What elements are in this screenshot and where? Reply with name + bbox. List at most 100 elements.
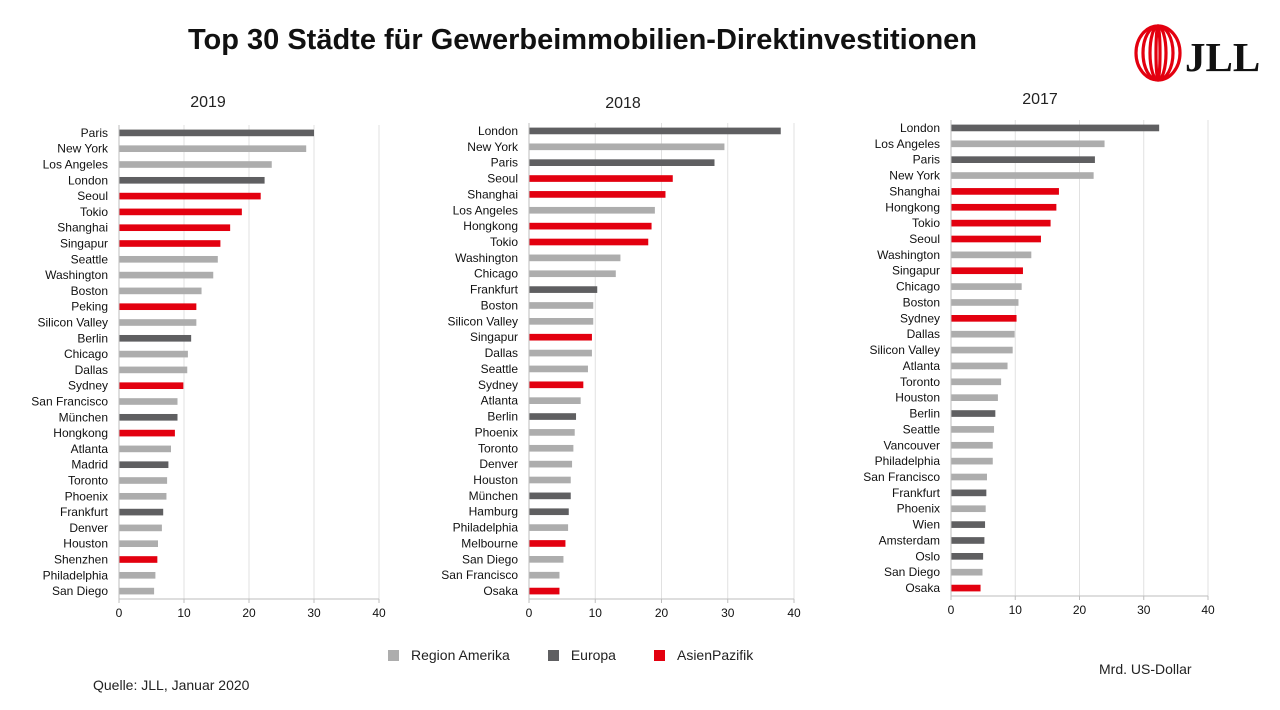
category-label: Singapur (60, 237, 108, 251)
x-tick-label: 30 (721, 606, 735, 620)
bar (951, 172, 1094, 179)
legend-item-asien: AsienPazifik (653, 647, 753, 663)
category-label: Frankfurt (60, 505, 109, 519)
category-label: Houston (895, 391, 940, 405)
category-label: Toronto (900, 375, 940, 389)
bar (529, 492, 571, 500)
category-label: Atlanta (71, 442, 109, 456)
category-label: Wien (913, 518, 940, 532)
category-label: Washington (455, 251, 518, 265)
bar (951, 553, 984, 560)
category-label: Paris (913, 153, 940, 167)
category-label: New York (57, 142, 109, 156)
bar (951, 394, 998, 401)
jll-logo-text: JLL (1185, 34, 1260, 80)
category-label: Sydney (68, 379, 108, 393)
source-label: Quelle: JLL, Januar 2020 (93, 677, 250, 693)
category-label: Phoenix (475, 425, 518, 439)
category-label: Amsterdam (879, 533, 940, 547)
bar (951, 299, 1019, 306)
category-label: Shenzhen (54, 553, 108, 567)
bar (951, 219, 1051, 227)
category-label: Silicon Valley (38, 316, 108, 330)
chart-title: 2019 (190, 94, 226, 111)
bar (529, 191, 666, 198)
bar (119, 556, 158, 563)
category-label: Houston (473, 473, 518, 487)
category-label: Washington (45, 268, 108, 282)
x-tick-label: 40 (372, 606, 386, 620)
category-label: Seattle (903, 422, 941, 436)
bar (529, 429, 575, 436)
category-label: London (900, 121, 940, 135)
bar (951, 568, 983, 576)
category-label: San Diego (462, 552, 518, 566)
bar (951, 188, 1059, 195)
bar (529, 333, 592, 341)
legend-label-europa: Europa (570, 647, 616, 663)
bar (951, 124, 1160, 132)
category-label: Shanghai (467, 187, 518, 201)
jll-logo: JLL (1134, 24, 1260, 82)
bar (119, 492, 167, 500)
bar (951, 584, 981, 592)
bar (951, 410, 996, 417)
bar (529, 508, 569, 516)
bar (529, 460, 573, 468)
page-title: Top 30 Städte für Gewerbeimmobilien-Dire… (187, 24, 978, 56)
x-tick-label: 40 (787, 606, 801, 620)
x-tick-label: 20 (1073, 603, 1087, 617)
category-label: Toronto (478, 441, 518, 455)
legend-swatch-europa (547, 649, 559, 661)
category-label: Singapur (892, 264, 940, 278)
bar (529, 476, 571, 484)
bar (951, 489, 987, 497)
x-tick-label: 0 (526, 606, 533, 620)
category-label: Hongkong (885, 200, 940, 214)
bar (951, 203, 1057, 211)
bar (119, 145, 307, 153)
bar (951, 251, 1032, 259)
category-label: Denver (69, 521, 108, 535)
bar (119, 477, 168, 484)
bar (529, 175, 673, 182)
bar (529, 571, 560, 579)
category-label: München (469, 489, 518, 503)
category-label: San Francisco (31, 395, 108, 409)
bar (529, 381, 584, 389)
bar (119, 413, 178, 421)
bar (529, 587, 560, 595)
bar (119, 240, 221, 247)
category-label: Sydney (478, 378, 518, 392)
category-label: Paris (81, 126, 108, 140)
bar (529, 524, 569, 531)
category-label: Shanghai (889, 184, 940, 198)
x-tick-label: 40 (1201, 603, 1215, 617)
bar (529, 254, 621, 262)
category-label: Frankfurt (892, 486, 941, 500)
category-label: Berlin (487, 410, 518, 424)
category-label: Tokio (912, 216, 940, 230)
category-label: Osaka (905, 581, 940, 595)
category-label: Berlin (909, 407, 940, 421)
bar (951, 441, 993, 449)
category-label: München (59, 410, 108, 424)
bar (119, 524, 162, 532)
legend-label-amerika: Region Amerika (411, 647, 510, 663)
bar (951, 473, 987, 481)
x-tick-label: 30 (1137, 603, 1151, 617)
category-label: Los Angeles (453, 203, 518, 217)
category-label: Los Angeles (43, 158, 108, 172)
category-label: Philadelphia (43, 568, 109, 582)
bar (529, 270, 616, 278)
bar (119, 445, 171, 453)
bar (119, 208, 242, 216)
category-label: Philadelphia (875, 454, 941, 468)
legend-swatch-amerika (388, 649, 399, 661)
bar (529, 444, 574, 452)
x-tick-label: 10 (589, 606, 603, 620)
bar (529, 397, 581, 404)
x-tick-label: 10 (1009, 603, 1023, 617)
bar (119, 398, 178, 405)
bar (119, 224, 231, 232)
